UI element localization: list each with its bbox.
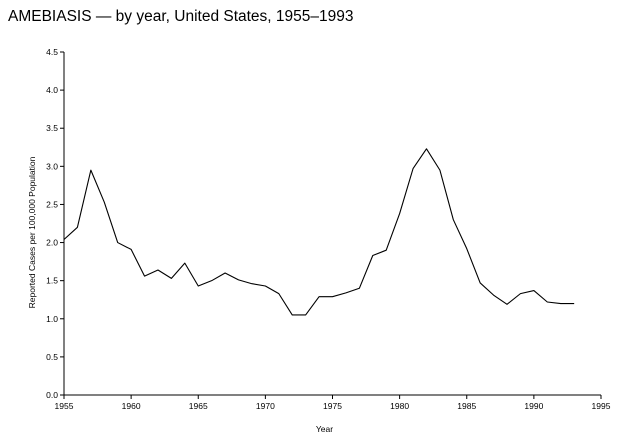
- x-tick-label: 1985: [457, 401, 476, 411]
- y-tick-label: 3.0: [46, 161, 58, 171]
- x-tick-label: 1955: [55, 401, 74, 411]
- y-tick-label: 2.0: [46, 238, 58, 248]
- y-tick-label: 3.5: [46, 123, 58, 133]
- y-tick-label: 0.0: [46, 390, 58, 400]
- x-axis-label: Year: [316, 424, 333, 434]
- y-tick-label: 1.5: [46, 276, 58, 286]
- x-tick-label: 1980: [390, 401, 409, 411]
- x-tick-label: 1990: [524, 401, 543, 411]
- x-tick-label: 1995: [592, 401, 611, 411]
- x-tick-label: 1970: [256, 401, 275, 411]
- x-tick-label: 1965: [189, 401, 208, 411]
- series-line: [63, 148, 575, 316]
- chart-title: AMEBIASIS — by year, United States, 1955…: [8, 8, 354, 25]
- series-group: [63, 148, 575, 316]
- y-tick-label: 0.5: [46, 352, 58, 362]
- y-axis: 0.0 0.5 1.0 1.5 2.0 2.5 3.0 3.5 4.0 4.5: [46, 47, 65, 400]
- y-tick-label: 4.5: [46, 47, 58, 57]
- x-tick-label: 1960: [122, 401, 141, 411]
- y-tick-label: 1.0: [46, 314, 58, 324]
- x-axis: 1955 1960 1965 1970 1975 1980 1985 1990 1995: [55, 394, 611, 411]
- y-tick-label: 2.5: [46, 199, 58, 209]
- x-tick-label: 1975: [323, 401, 342, 411]
- y-axis-label: Reported Cases per 100,000 Population: [27, 156, 37, 308]
- y-tick-label: 4.0: [46, 85, 58, 95]
